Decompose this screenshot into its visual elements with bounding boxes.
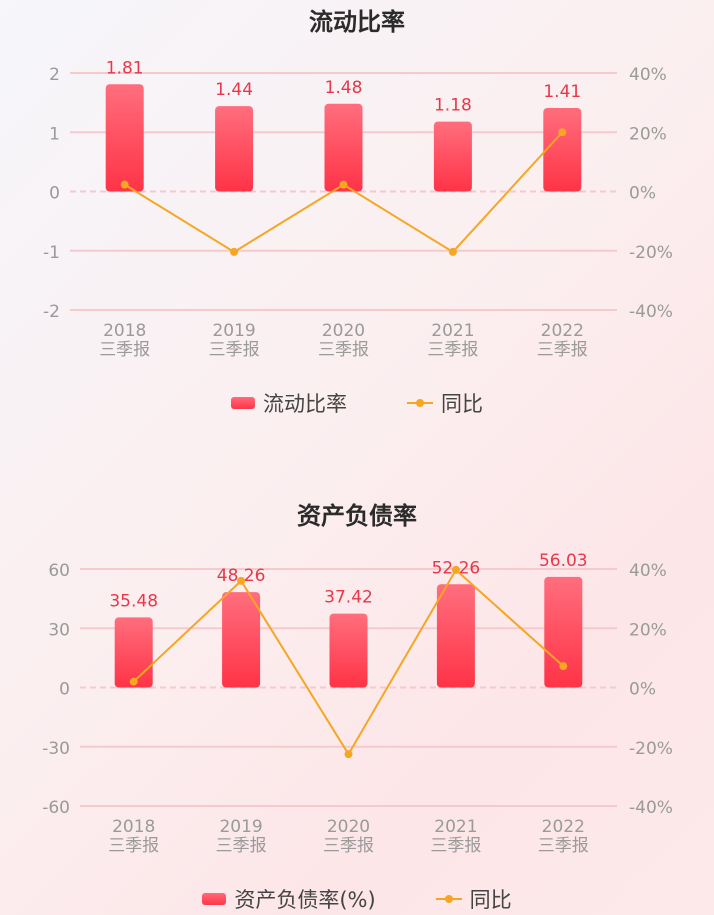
yoy-point xyxy=(451,565,460,574)
yoy-point xyxy=(230,247,239,256)
bar xyxy=(114,617,153,688)
x-tick-sublabel: 三季报 xyxy=(216,836,267,856)
legend-bar-swatch xyxy=(202,893,227,905)
y-tick-label-right: -40% xyxy=(629,302,673,322)
bar xyxy=(222,592,261,688)
x-tick-label: 2018 xyxy=(112,817,155,837)
bar xyxy=(329,613,368,688)
legend-line-swatch xyxy=(407,397,433,409)
x-tick-label: 2022 xyxy=(541,321,584,341)
bar-value-label: 1.48 xyxy=(325,78,363,98)
chart-svg: 60 40% 30 20% 0 0% -30 -20% -60 -40% 35.48 48.26 37.… xyxy=(42,551,673,856)
yoy-point xyxy=(120,180,129,189)
yoy-point xyxy=(344,750,353,759)
legend-line-swatch xyxy=(435,893,462,905)
y-tick-label-left: 60 xyxy=(48,561,70,581)
y-tick-label-right: -40% xyxy=(629,798,673,818)
x-tick-label: 2019 xyxy=(212,321,255,341)
chart-panel-current-ratio: 流动比率 2 40% 1 20% 0 0% -1 -20% -2 -40% 1.81 1.44 1.48… xyxy=(0,0,714,440)
x-tick-label: 2018 xyxy=(103,321,146,341)
bar xyxy=(215,106,254,192)
y-tick-label-right: 20% xyxy=(629,620,667,640)
x-tick-sublabel: 三季报 xyxy=(427,340,478,360)
legend-label: 资产负债率(%) xyxy=(234,888,376,912)
y-tick-label-right: 20% xyxy=(629,124,667,144)
x-tick-sublabel: 三季报 xyxy=(430,836,481,856)
y-tick-label-left: 1 xyxy=(49,124,60,144)
chart-panel-debt-ratio: 资产负债率 60 40% 30 20% 0 0% -30 -20% -60 -40% 35.48 48… xyxy=(0,490,714,915)
chart-title: 流动比率 xyxy=(309,8,405,36)
bar-value-label: 56.03 xyxy=(539,551,588,571)
y-tick-label-left: -1 xyxy=(43,243,60,263)
x-tick-label: 2019 xyxy=(219,817,262,837)
x-tick-sublabel: 三季报 xyxy=(209,340,260,360)
yoy-point xyxy=(129,677,138,686)
legend-label: 同比 xyxy=(469,888,512,912)
bar xyxy=(324,103,363,192)
x-tick-label: 2021 xyxy=(431,321,474,341)
bar-value-label: 35.48 xyxy=(109,591,158,611)
y-tick-label-left: 30 xyxy=(48,620,70,640)
legend-item-bar[interactable]: 资产负债率(%) xyxy=(202,884,376,914)
x-tick-label: 2021 xyxy=(434,817,477,837)
chart-svg: 2 40% 1 20% 0 0% -1 -20% -2 -40% 1.81 1.44 1.48 1.18 1… xyxy=(43,58,673,360)
bar-value-label: 1.18 xyxy=(434,96,472,116)
bar-value-label: 1.41 xyxy=(543,82,581,102)
x-tick-label: 2020 xyxy=(327,817,370,837)
legend: 流动比率 同比 xyxy=(0,388,714,418)
bar xyxy=(105,84,144,192)
legend-label: 同比 xyxy=(441,392,483,416)
y-tick-label-right: 0% xyxy=(629,184,656,204)
yoy-point xyxy=(339,180,348,189)
y-tick-label-left: -2 xyxy=(43,302,60,322)
bar xyxy=(436,584,475,688)
y-tick-label-right: -20% xyxy=(629,739,673,759)
bar-value-label: 37.42 xyxy=(324,588,373,608)
yoy-point xyxy=(237,576,246,585)
y-tick-label-left: 0 xyxy=(59,680,70,700)
legend-item-line[interactable]: 同比 xyxy=(435,884,512,914)
x-tick-sublabel: 三季报 xyxy=(318,340,369,360)
x-tick-label: 2020 xyxy=(322,321,365,341)
y-tick-label-right: -20% xyxy=(629,243,673,263)
y-tick-label-left: 0 xyxy=(49,184,60,204)
legend: 资产负债率(%) 同比 xyxy=(0,884,714,914)
bar-value-label: 1.81 xyxy=(106,58,144,78)
x-tick-label: 2022 xyxy=(542,817,585,837)
x-tick-sublabel: 三季报 xyxy=(323,836,374,856)
bar xyxy=(544,576,583,688)
yoy-point xyxy=(559,662,568,671)
x-tick-sublabel: 三季报 xyxy=(537,340,588,360)
legend-bar-swatch xyxy=(231,397,255,409)
chart-title: 资产负债率 xyxy=(297,502,417,530)
y-tick-label-left: -60 xyxy=(42,798,70,818)
bar-value-label: 1.44 xyxy=(215,80,253,100)
y-tick-label-right: 0% xyxy=(629,680,656,700)
x-tick-sublabel: 三季报 xyxy=(108,836,159,856)
y-tick-label-left: -30 xyxy=(42,739,70,759)
y-tick-label-right: 40% xyxy=(629,65,667,85)
bar xyxy=(543,107,582,192)
legend-item-bar[interactable]: 流动比率 xyxy=(231,388,347,418)
bar xyxy=(433,121,472,192)
bar-value-label: 48.26 xyxy=(217,566,266,586)
yoy-point xyxy=(448,247,457,256)
legend-label: 流动比率 xyxy=(263,392,347,416)
yoy-point xyxy=(558,128,567,137)
y-tick-label-right: 40% xyxy=(629,561,667,581)
y-tick-label-left: 2 xyxy=(49,65,60,85)
x-tick-sublabel: 三季报 xyxy=(99,340,150,360)
x-tick-sublabel: 三季报 xyxy=(538,836,589,856)
legend-item-line[interactable]: 同比 xyxy=(407,388,483,418)
